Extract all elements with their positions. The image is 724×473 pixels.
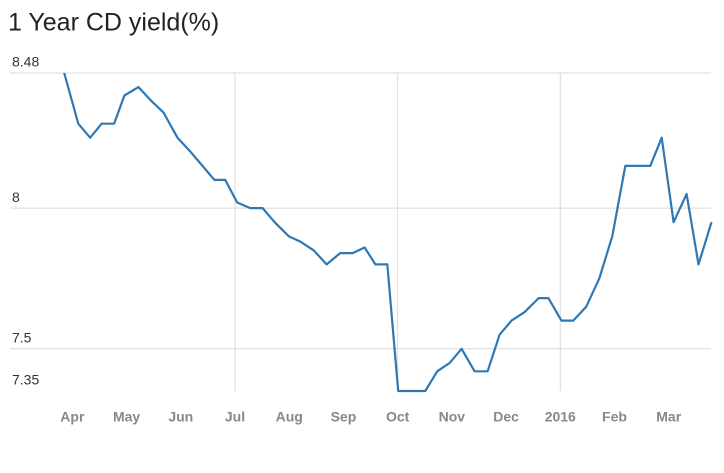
x-tick-label: Aug (276, 409, 303, 425)
x-tick-label: Jun (168, 409, 193, 425)
x-tick-label: Mar (656, 409, 681, 425)
x-tick-label: Feb (602, 409, 627, 425)
y-tick-label: 7.5 (12, 329, 32, 345)
chart-title: 1 Year CD yield(%) (8, 9, 219, 37)
x-tick-label: Nov (439, 409, 466, 425)
x-tick-label: Jul (225, 409, 245, 425)
y-tick-label: 7.35 (12, 372, 39, 388)
y-tick-label: 8 (12, 189, 20, 205)
x-tick-label: Sep (331, 409, 357, 425)
x-tick-label: May (113, 409, 140, 425)
x-tick-label: 2016 (545, 409, 576, 425)
x-tick-label: Apr (60, 409, 85, 425)
y-tick-label: 8.48 (12, 54, 39, 70)
x-tick-label: Dec (493, 409, 519, 425)
x-tick-label: Oct (386, 409, 410, 425)
data-line (63, 72, 713, 393)
